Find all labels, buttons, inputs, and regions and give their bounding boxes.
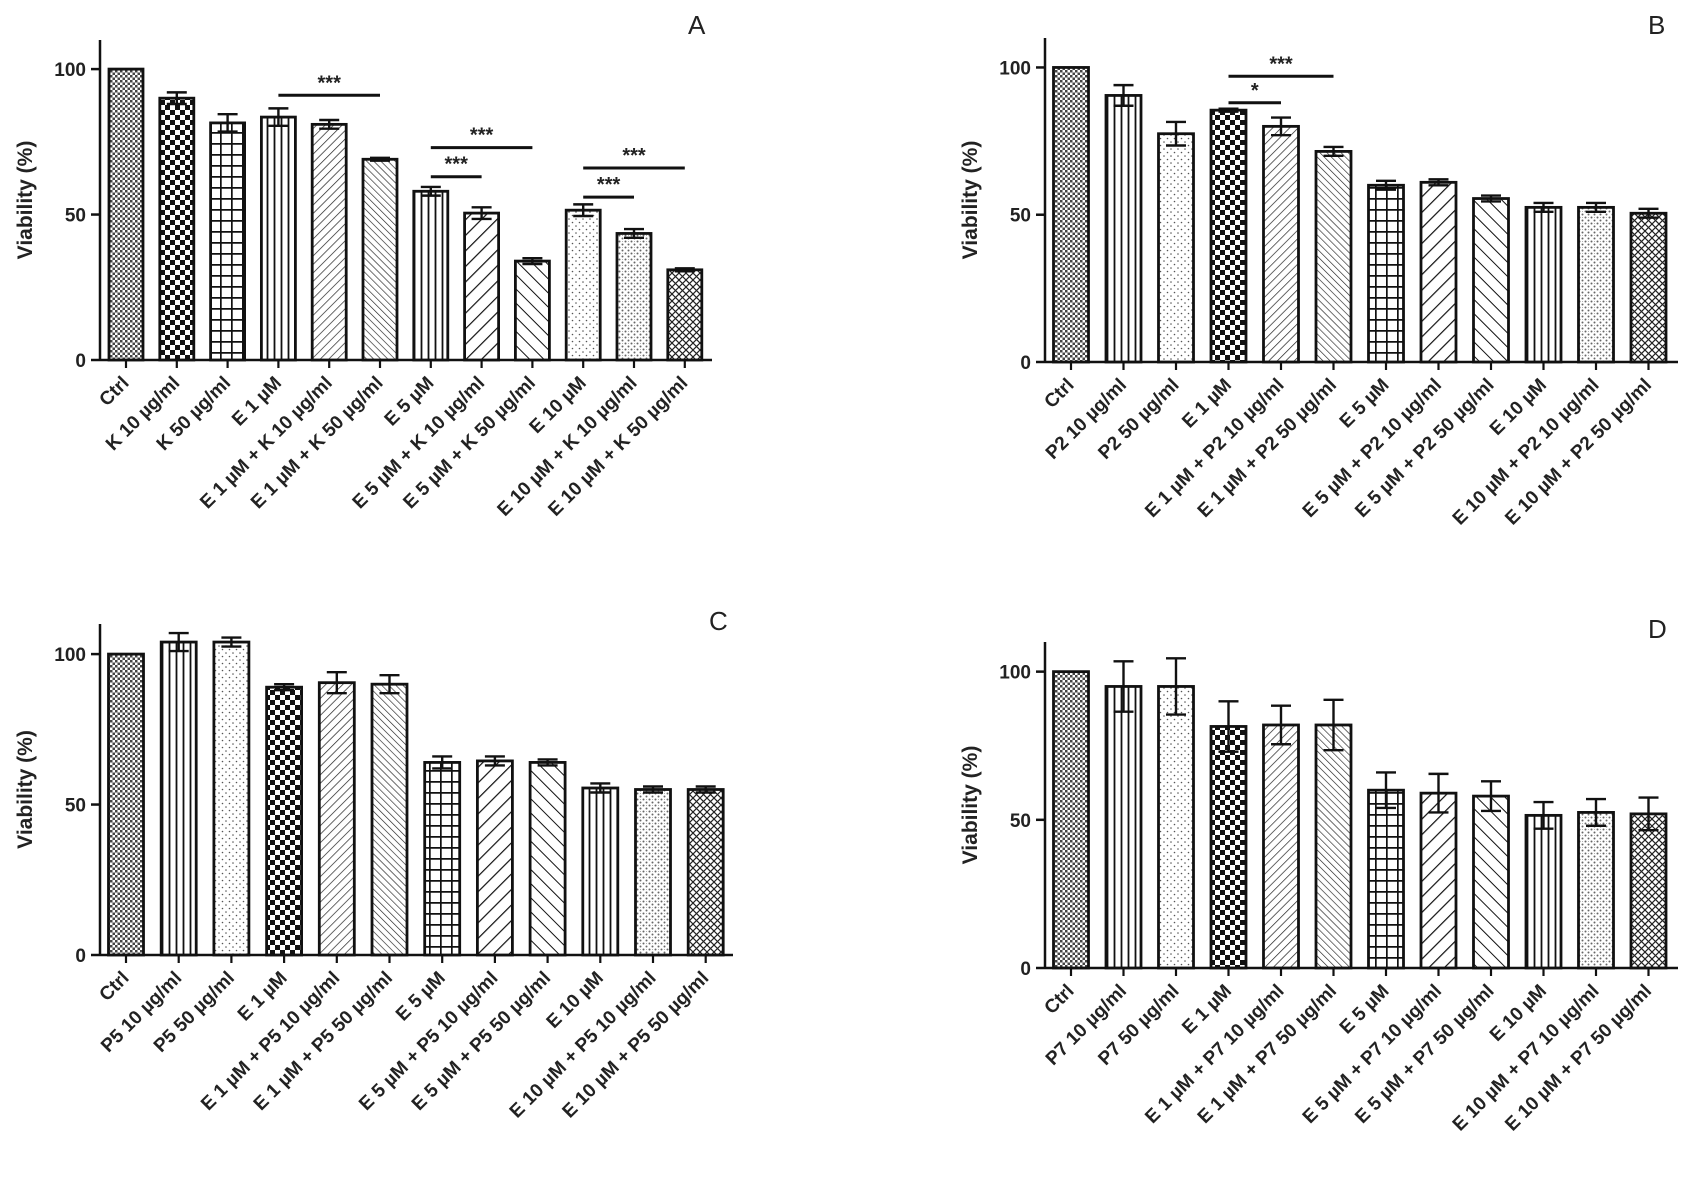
bar [1367,183,1405,364]
bar [1472,794,1510,970]
bar [1262,124,1300,364]
bar [1472,197,1510,364]
category-label: Ctrl [1041,375,1079,413]
bar [212,640,251,957]
y-tick-label: 0 [1020,959,1031,980]
bar [528,761,567,957]
y-tick-label: 0 [75,946,86,967]
bar [1419,791,1458,970]
bar [159,640,198,957]
panel-letter: C [709,606,728,636]
y-axis-label: Viability (%) [14,141,37,260]
bar [361,157,399,362]
panel-letter: A [688,10,706,40]
bar [581,786,620,957]
y-tick-label: 50 [65,206,86,227]
bar [1262,723,1300,970]
bar [259,115,297,362]
y-axis-label: Viability (%) [959,746,982,865]
bar [1314,723,1353,970]
bar [310,122,348,362]
bar [1052,670,1090,970]
bar [615,232,653,362]
bar [1367,788,1405,970]
bar [1577,811,1615,970]
significance-label: *** [622,145,646,167]
y-tick-label: 0 [75,351,86,372]
bar [412,189,450,362]
bar [265,685,304,957]
bar [666,268,704,362]
y-tick-label: 50 [1010,206,1031,227]
bar [475,759,514,957]
y-tick-label: 100 [999,663,1031,684]
bar [107,67,145,362]
bar [1157,132,1195,364]
category-label: Ctrl [96,373,134,411]
bar [1314,149,1353,364]
bar [1104,685,1143,970]
significance-label: *** [597,174,621,196]
significance-label: * [1251,80,1259,102]
bar [317,681,356,957]
y-tick-label: 0 [1020,353,1031,374]
panel-letter: D [1648,614,1667,644]
bar [1629,211,1668,364]
bar [1209,725,1248,970]
bar [514,259,551,362]
bar [463,211,501,362]
panel-letter: B [1648,10,1665,40]
category-label: Ctrl [96,968,134,1006]
y-tick-label: 100 [54,645,86,666]
bar [370,682,409,957]
bar [1157,685,1195,970]
bar [564,208,602,362]
bar [634,788,672,957]
bar [1419,180,1458,364]
y-tick-label: 100 [54,60,86,81]
category-label: Ctrl [1041,981,1079,1019]
bar [1629,812,1668,970]
y-tick-label: 50 [1010,811,1031,832]
y-axis-label: Viability (%) [959,141,982,260]
bar [1104,94,1143,364]
bar [1524,813,1563,970]
significance-label: *** [445,154,469,176]
bar [1052,66,1090,364]
significance-label: *** [318,72,342,94]
bar [209,121,247,362]
bar [1209,108,1248,364]
bar [158,96,196,362]
y-tick-label: 100 [999,58,1031,79]
y-axis-label: Viability (%) [14,730,37,849]
bar [423,761,462,957]
significance-label: *** [1269,53,1293,75]
significance-label: *** [470,125,494,147]
bar [686,788,725,957]
bar [107,652,145,957]
y-tick-label: 50 [65,796,86,817]
bar [1524,205,1563,364]
bar [1577,205,1615,364]
